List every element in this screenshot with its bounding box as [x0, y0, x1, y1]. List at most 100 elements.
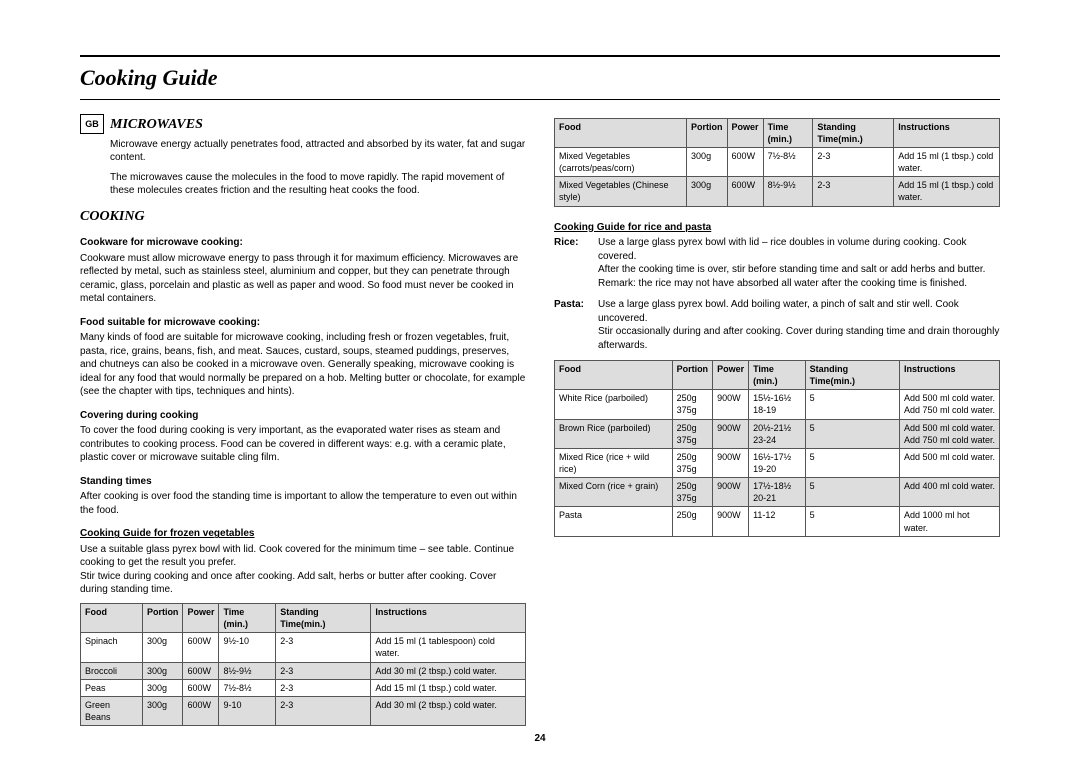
table-cell: 20½-21½ 23-24	[749, 419, 806, 448]
table-header: Power	[727, 118, 763, 147]
table-cell: 2-3	[276, 633, 371, 662]
table-cell: 600W	[183, 696, 219, 725]
table-cell: 8½-9½	[219, 662, 276, 679]
table-header: Portion	[672, 361, 713, 390]
table-cell: Add 400 ml cold water.	[899, 478, 999, 507]
table-cell: 9-10	[219, 696, 276, 725]
table-cell: 250g	[672, 507, 713, 536]
rice-body: Use a large glass pyrex bowl with lid – …	[598, 236, 1000, 290]
table-cell: Mixed Vegetables (carrots/peas/corn)	[555, 147, 687, 176]
table-cell: 2-3	[813, 147, 894, 176]
table-header: Portion	[142, 603, 183, 632]
page-number: 24	[0, 732, 1080, 746]
table-cell: Spinach	[81, 633, 143, 662]
table-header: Instructions	[899, 361, 999, 390]
left-column: GB MICROWAVES Microwave energy actually …	[80, 112, 526, 726]
page-title: Cooking Guide	[80, 63, 1000, 93]
table-row: Mixed Vegetables (Chinese style)300g600W…	[555, 177, 1000, 206]
table-cell: White Rice (parboiled)	[555, 390, 673, 419]
pasta-label: Pasta:	[554, 298, 598, 352]
table-header: Standing Time(min.)	[813, 118, 894, 147]
table-cell: Add 500 ml cold water. Add 750 ml cold w…	[899, 419, 999, 448]
table-cell: 300g	[142, 633, 183, 662]
right-column: FoodPortionPowerTime (min.)Standing Time…	[554, 112, 1000, 726]
sub-food-suitable: Food suitable for microwave cooking:	[80, 316, 526, 330]
table-cell: 250g 375g	[672, 419, 713, 448]
table-cell: 2-3	[813, 177, 894, 206]
table-cell: Broccoli	[81, 662, 143, 679]
table-cell: 300g	[142, 679, 183, 696]
table-row: Mixed Rice (rice + wild rice)250g 375g90…	[555, 448, 1000, 477]
table-cell: 11-12	[749, 507, 806, 536]
table-cell: Add 500 ml cold water.	[899, 448, 999, 477]
table-cell: 7½-8½	[763, 147, 813, 176]
table-header: Portion	[687, 118, 728, 147]
sub-covering: Covering during cooking	[80, 409, 526, 423]
table-cell: Add 15 ml (1 tbsp.) cold water.	[371, 679, 526, 696]
table-cell: 16½-17½ 19-20	[749, 448, 806, 477]
section-cooking: COOKING	[80, 208, 526, 227]
table-header: Time (min.)	[749, 361, 806, 390]
table-row: White Rice (parboiled)250g 375g900W15½-1…	[555, 390, 1000, 419]
table-cell: Add 15 ml (1 tbsp.) cold water.	[894, 147, 1000, 176]
table-header: Instructions	[371, 603, 526, 632]
cookware-p: Cookware must allow microwave energy to …	[80, 252, 526, 306]
table-row: Green Beans300g600W9-102-3Add 30 ml (2 t…	[81, 696, 526, 725]
table-cell: 17½-18½ 20-21	[749, 478, 806, 507]
table-frozen-vegetables: FoodPortionPowerTime (min.)Standing Time…	[80, 603, 526, 726]
table-header: Food	[555, 361, 673, 390]
table-cell: 600W	[727, 177, 763, 206]
table-cell: 2-3	[276, 696, 371, 725]
table-header: Time (min.)	[763, 118, 813, 147]
table-header: Standing Time(min.)	[276, 603, 371, 632]
table-cell: Mixed Rice (rice + wild rice)	[555, 448, 673, 477]
table-header: Power	[183, 603, 219, 632]
table-cell: 900W	[713, 419, 749, 448]
rice-label: Rice:	[554, 236, 598, 290]
pasta-body: Use a large glass pyrex bowl. Add boilin…	[598, 298, 1000, 352]
table-cell: 600W	[183, 679, 219, 696]
table-row: Pasta250g900W11-125Add 1000 ml hot water…	[555, 507, 1000, 536]
table-cell: 900W	[713, 478, 749, 507]
table-cell: Peas	[81, 679, 143, 696]
table-cell: Brown Rice (parboiled)	[555, 419, 673, 448]
table-cell: 2-3	[276, 662, 371, 679]
table-row: Mixed Vegetables (carrots/peas/corn)300g…	[555, 147, 1000, 176]
table-cell: Add 30 ml (2 tbsp.) cold water.	[371, 662, 526, 679]
table-cell: 7½-8½	[219, 679, 276, 696]
frozen-veg-p: Use a suitable glass pyrex bowl with lid…	[80, 543, 526, 597]
sub-standing: Standing times	[80, 475, 526, 489]
table-cell: Add 500 ml cold water. Add 750 ml cold w…	[899, 390, 999, 419]
table-cell: 600W	[727, 147, 763, 176]
table-cell: 5	[805, 390, 899, 419]
table-row: Peas300g600W7½-8½2-3Add 15 ml (1 tbsp.) …	[81, 679, 526, 696]
table-cell: Mixed Vegetables (Chinese style)	[555, 177, 687, 206]
table-cell: 2-3	[276, 679, 371, 696]
table-cell: 15½-16½ 18-19	[749, 390, 806, 419]
table-cell: 600W	[183, 633, 219, 662]
table-cell: Add 1000 ml hot water.	[899, 507, 999, 536]
table-cell: 300g	[687, 177, 728, 206]
table-row: Broccoli300g600W8½-9½2-3Add 30 ml (2 tbs…	[81, 662, 526, 679]
table-cell: 250g 375g	[672, 448, 713, 477]
pasta-definition: Pasta: Use a large glass pyrex bowl. Add…	[554, 298, 1000, 352]
table-cell: Add 15 ml (1 tablespoon) cold water.	[371, 633, 526, 662]
table-cell: Mixed Corn (rice + grain)	[555, 478, 673, 507]
table-cell: 900W	[713, 390, 749, 419]
table-cell: Add 15 ml (1 tbsp.) cold water.	[894, 177, 1000, 206]
table-row: Spinach300g600W9½-102-3Add 15 ml (1 tabl…	[81, 633, 526, 662]
standing-p: After cooking is over food the standing …	[80, 490, 526, 517]
table-cell: 9½-10	[219, 633, 276, 662]
sub-rice-pasta: Cooking Guide for rice and pasta	[554, 221, 1000, 235]
table-cell: 300g	[142, 696, 183, 725]
table-cell: 300g	[142, 662, 183, 679]
microwaves-p2: The microwaves cause the molecules in th…	[110, 171, 526, 198]
table-rice-pasta: FoodPortionPowerTime (min.)Standing Time…	[554, 360, 1000, 537]
section-microwaves: MICROWAVES	[80, 116, 526, 135]
covering-p: To cover the food during cooking is very…	[80, 424, 526, 465]
table-header: Food	[81, 603, 143, 632]
microwaves-p1: Microwave energy actually penetrates foo…	[110, 138, 526, 165]
table-cell: 900W	[713, 448, 749, 477]
table-cell: 250g 375g	[672, 478, 713, 507]
table-cell: Green Beans	[81, 696, 143, 725]
